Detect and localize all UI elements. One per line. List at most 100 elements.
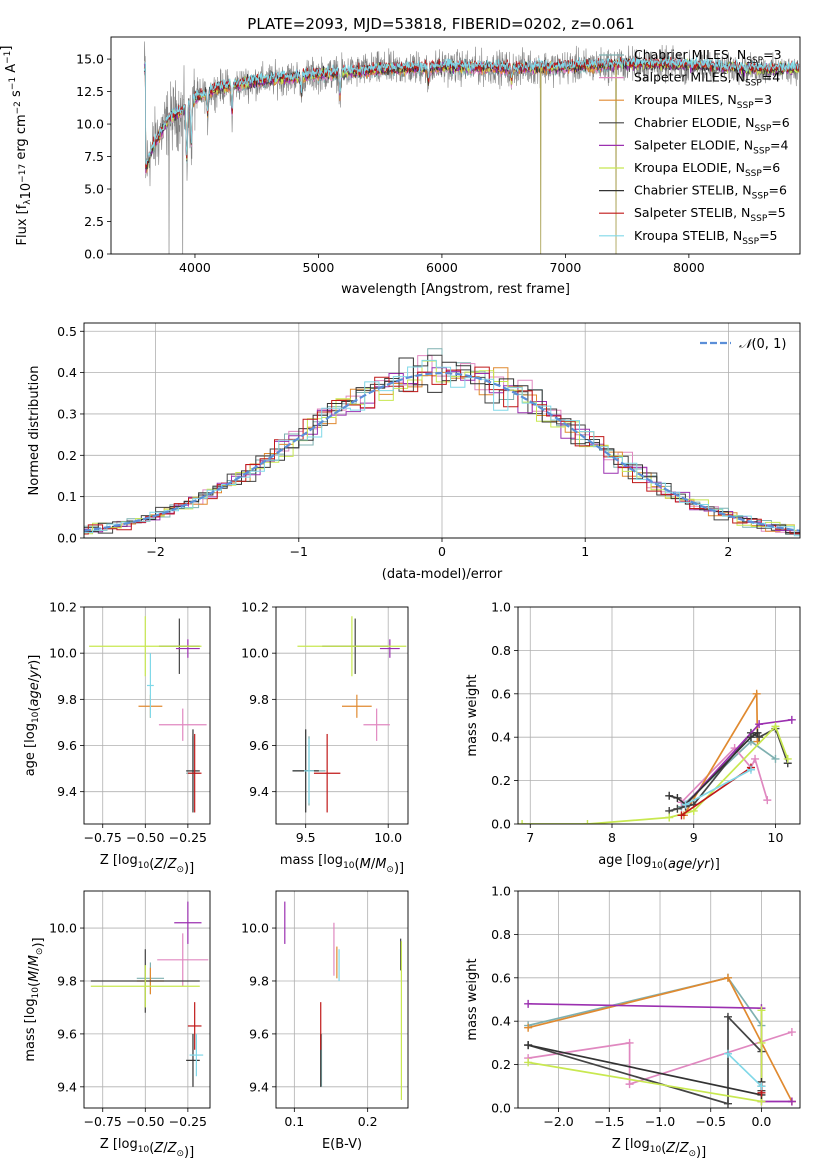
- spectrum-legend: Chabrier MILES, NSSP=3 Salpeter MILES, NS…: [599, 47, 790, 247]
- weight_vs_Z-frame: [517, 890, 801, 1109]
- weight_vs_Z-xlabel: Z [log10(Z/Z⊙)]: [612, 1137, 706, 1160]
- weight-marker: [689, 806, 698, 815]
- errorbar-point: [157, 933, 209, 987]
- weight-marker: [751, 754, 760, 763]
- mass_vs_ebv-xlabel: E(B-V): [322, 1137, 362, 1152]
- errorbar-point: [304, 738, 314, 804]
- age_vs_mass-ytick-label: 9.4: [249, 784, 269, 799]
- mass_vs_Z-ylabel: mass [log10(M/M⊙)]: [23, 937, 46, 1061]
- weight-marker: [757, 1038, 766, 1047]
- errorbar-point: [189, 1033, 204, 1077]
- errorbar-point: [186, 1033, 200, 1087]
- spectrum-xtick-label: 8000: [673, 260, 705, 275]
- spectrum-dropout: [168, 119, 170, 254]
- weight_vs_Z-xtick-label: −1.0: [645, 1114, 675, 1129]
- age_vs_mass-xlabel: mass [log10(M/M⊙)]: [280, 853, 404, 876]
- weight-series-line: [527, 1010, 763, 1103]
- weight_vs_age-xlabel: age [log10(age/yr)]: [598, 853, 720, 872]
- errorbar-point: [90, 965, 200, 1008]
- weight-marker: [583, 820, 592, 824]
- weight-marker: [665, 813, 674, 822]
- weight_vs_age-ytick-label: 0.4: [491, 730, 511, 745]
- histogram-xtick-label: 2: [724, 544, 732, 559]
- weight_vs_age-ytick-label: 1.0: [491, 600, 511, 615]
- legend-label: Chabrier ELODIE, NSSP=6: [634, 115, 790, 134]
- histogram-xlabel: (data-model)/error: [382, 567, 503, 582]
- spectrum-dropout: [615, 64, 617, 254]
- normal-curve: [84, 371, 800, 532]
- histogram-series: [84, 357, 800, 533]
- histogram-ylabel: Normed distribution: [27, 366, 42, 496]
- mass_vs_Z-ytick-label: 9.8: [57, 973, 77, 988]
- weight_vs_Z-ytick-label: 0.6: [491, 970, 511, 985]
- weight_vs_Z-ytick-label: 0.0: [491, 1101, 511, 1116]
- age_vs_Z-ytick-label: 9.8: [57, 692, 77, 707]
- figure-title: PLATE=2093, MJD=53818, FIBERID=0202, z=0…: [247, 15, 634, 33]
- mass_vs_ebv-ytick-label: 9.8: [249, 973, 269, 988]
- spectrum-xtick-label: 7000: [549, 260, 581, 275]
- spectrum-model-line: [143, 55, 799, 165]
- histogram-ytick-label: 0.3: [57, 406, 77, 421]
- mass_vs_Z-xtick-label: −0.50: [126, 1114, 164, 1129]
- age_vs_Z-ytick-label: 9.6: [57, 738, 77, 753]
- weight-marker: [681, 800, 690, 809]
- weight-marker: [755, 720, 764, 729]
- weight-marker: [723, 1049, 732, 1058]
- legend-label: Kroupa ELODIE, NSSP=6: [634, 160, 780, 179]
- spectrum-ytick-label: 2.5: [84, 214, 104, 229]
- histogram-ytick-label: 0.5: [57, 324, 77, 339]
- errorbar-point: [147, 653, 154, 718]
- age_vs_Z-xtick-label: −0.50: [126, 830, 164, 845]
- weight_vs_Z-ytick-label: 0.4: [491, 1014, 511, 1029]
- weight_vs_age-axes: 7 8 9 10 0.0 0.2 0.4 0.6 0.8 1.0: [491, 600, 800, 845]
- spectrum-xlabel: wavelength [Angstrom, rest frame]: [341, 282, 570, 297]
- legend-label: Salpeter ELODIE, NSSP=4: [634, 137, 789, 156]
- age_vs_mass-ytick-label: 9.6: [249, 738, 269, 753]
- weight_vs_age-xtick-label: 8: [608, 830, 616, 845]
- errorbar-point: [313, 733, 341, 813]
- weight-marker: [771, 754, 780, 763]
- mass_vs_Z-xtick-label: −0.25: [169, 1114, 207, 1129]
- weight-marker: [673, 804, 682, 813]
- weight_vs_Z-ytick-label: 0.8: [491, 927, 511, 942]
- age_vs_Z-plot-area: [89, 616, 207, 813]
- age_vs_mass-plot-area: [292, 616, 407, 813]
- weight-marker: [518, 820, 527, 824]
- legend-label: Chabrier STELIB, NSSP=6: [634, 183, 787, 202]
- legend-label: Salpeter STELIB, NSSP=5: [634, 205, 786, 224]
- histogram-xtick-label: 0: [438, 544, 446, 559]
- errorbar-point: [175, 639, 200, 658]
- errorbar-point: [186, 729, 200, 813]
- weight-series-line: [527, 1014, 763, 1105]
- age_vs_mass-ytick-label: 9.8: [249, 692, 269, 707]
- weight-marker: [677, 811, 686, 820]
- spectrum-xtick-label: 4000: [179, 260, 211, 275]
- weight_vs_Z-plot-area: [524, 973, 796, 1108]
- age_vs_mass-ytick-label: 10.0: [241, 646, 269, 661]
- age_vs_mass-axes: 9.5 10.0 9.4 9.6 9.8 10.0 10.2: [241, 600, 408, 845]
- weight-marker: [755, 733, 764, 742]
- mass_vs_Z-plot-area: [90, 901, 209, 1087]
- weight_vs_Z-xtick-label: −2.0: [543, 1114, 573, 1129]
- weight-marker: [625, 1038, 634, 1047]
- weight_vs_age-xtick-label: 9: [690, 830, 698, 845]
- weight_vs_Z-ytick-label: 1.0: [491, 884, 511, 899]
- weight_vs_age-plot-area: [518, 689, 796, 824]
- weight-marker: [787, 1097, 796, 1106]
- age_vs_Z-xtick-label: −0.25: [169, 830, 207, 845]
- errorbar-point: [297, 616, 407, 677]
- histogram-series: [84, 359, 800, 537]
- spectrum-ylabel: Flux [fλ10−17 erg cm−2 s−1 A−1]: [0, 46, 34, 246]
- spectrum-ytick-label: 12.5: [76, 84, 104, 99]
- weight-marker: [746, 733, 755, 742]
- errorbar-point: [89, 616, 202, 677]
- age_vs_mass-xtick-label: 10.0: [374, 830, 402, 845]
- weight_vs_age-ytick-label: 0.2: [491, 773, 511, 788]
- histogram-ytick-label: 0.1: [57, 489, 77, 504]
- mass_vs_ebv-ytick-label: 9.4: [249, 1079, 269, 1094]
- weight_vs_age-xtick-label: 7: [526, 830, 534, 845]
- mass_vs_Z-ytick-label: 9.4: [57, 1079, 77, 1094]
- weight-marker: [524, 1058, 533, 1067]
- weight-marker: [753, 728, 762, 737]
